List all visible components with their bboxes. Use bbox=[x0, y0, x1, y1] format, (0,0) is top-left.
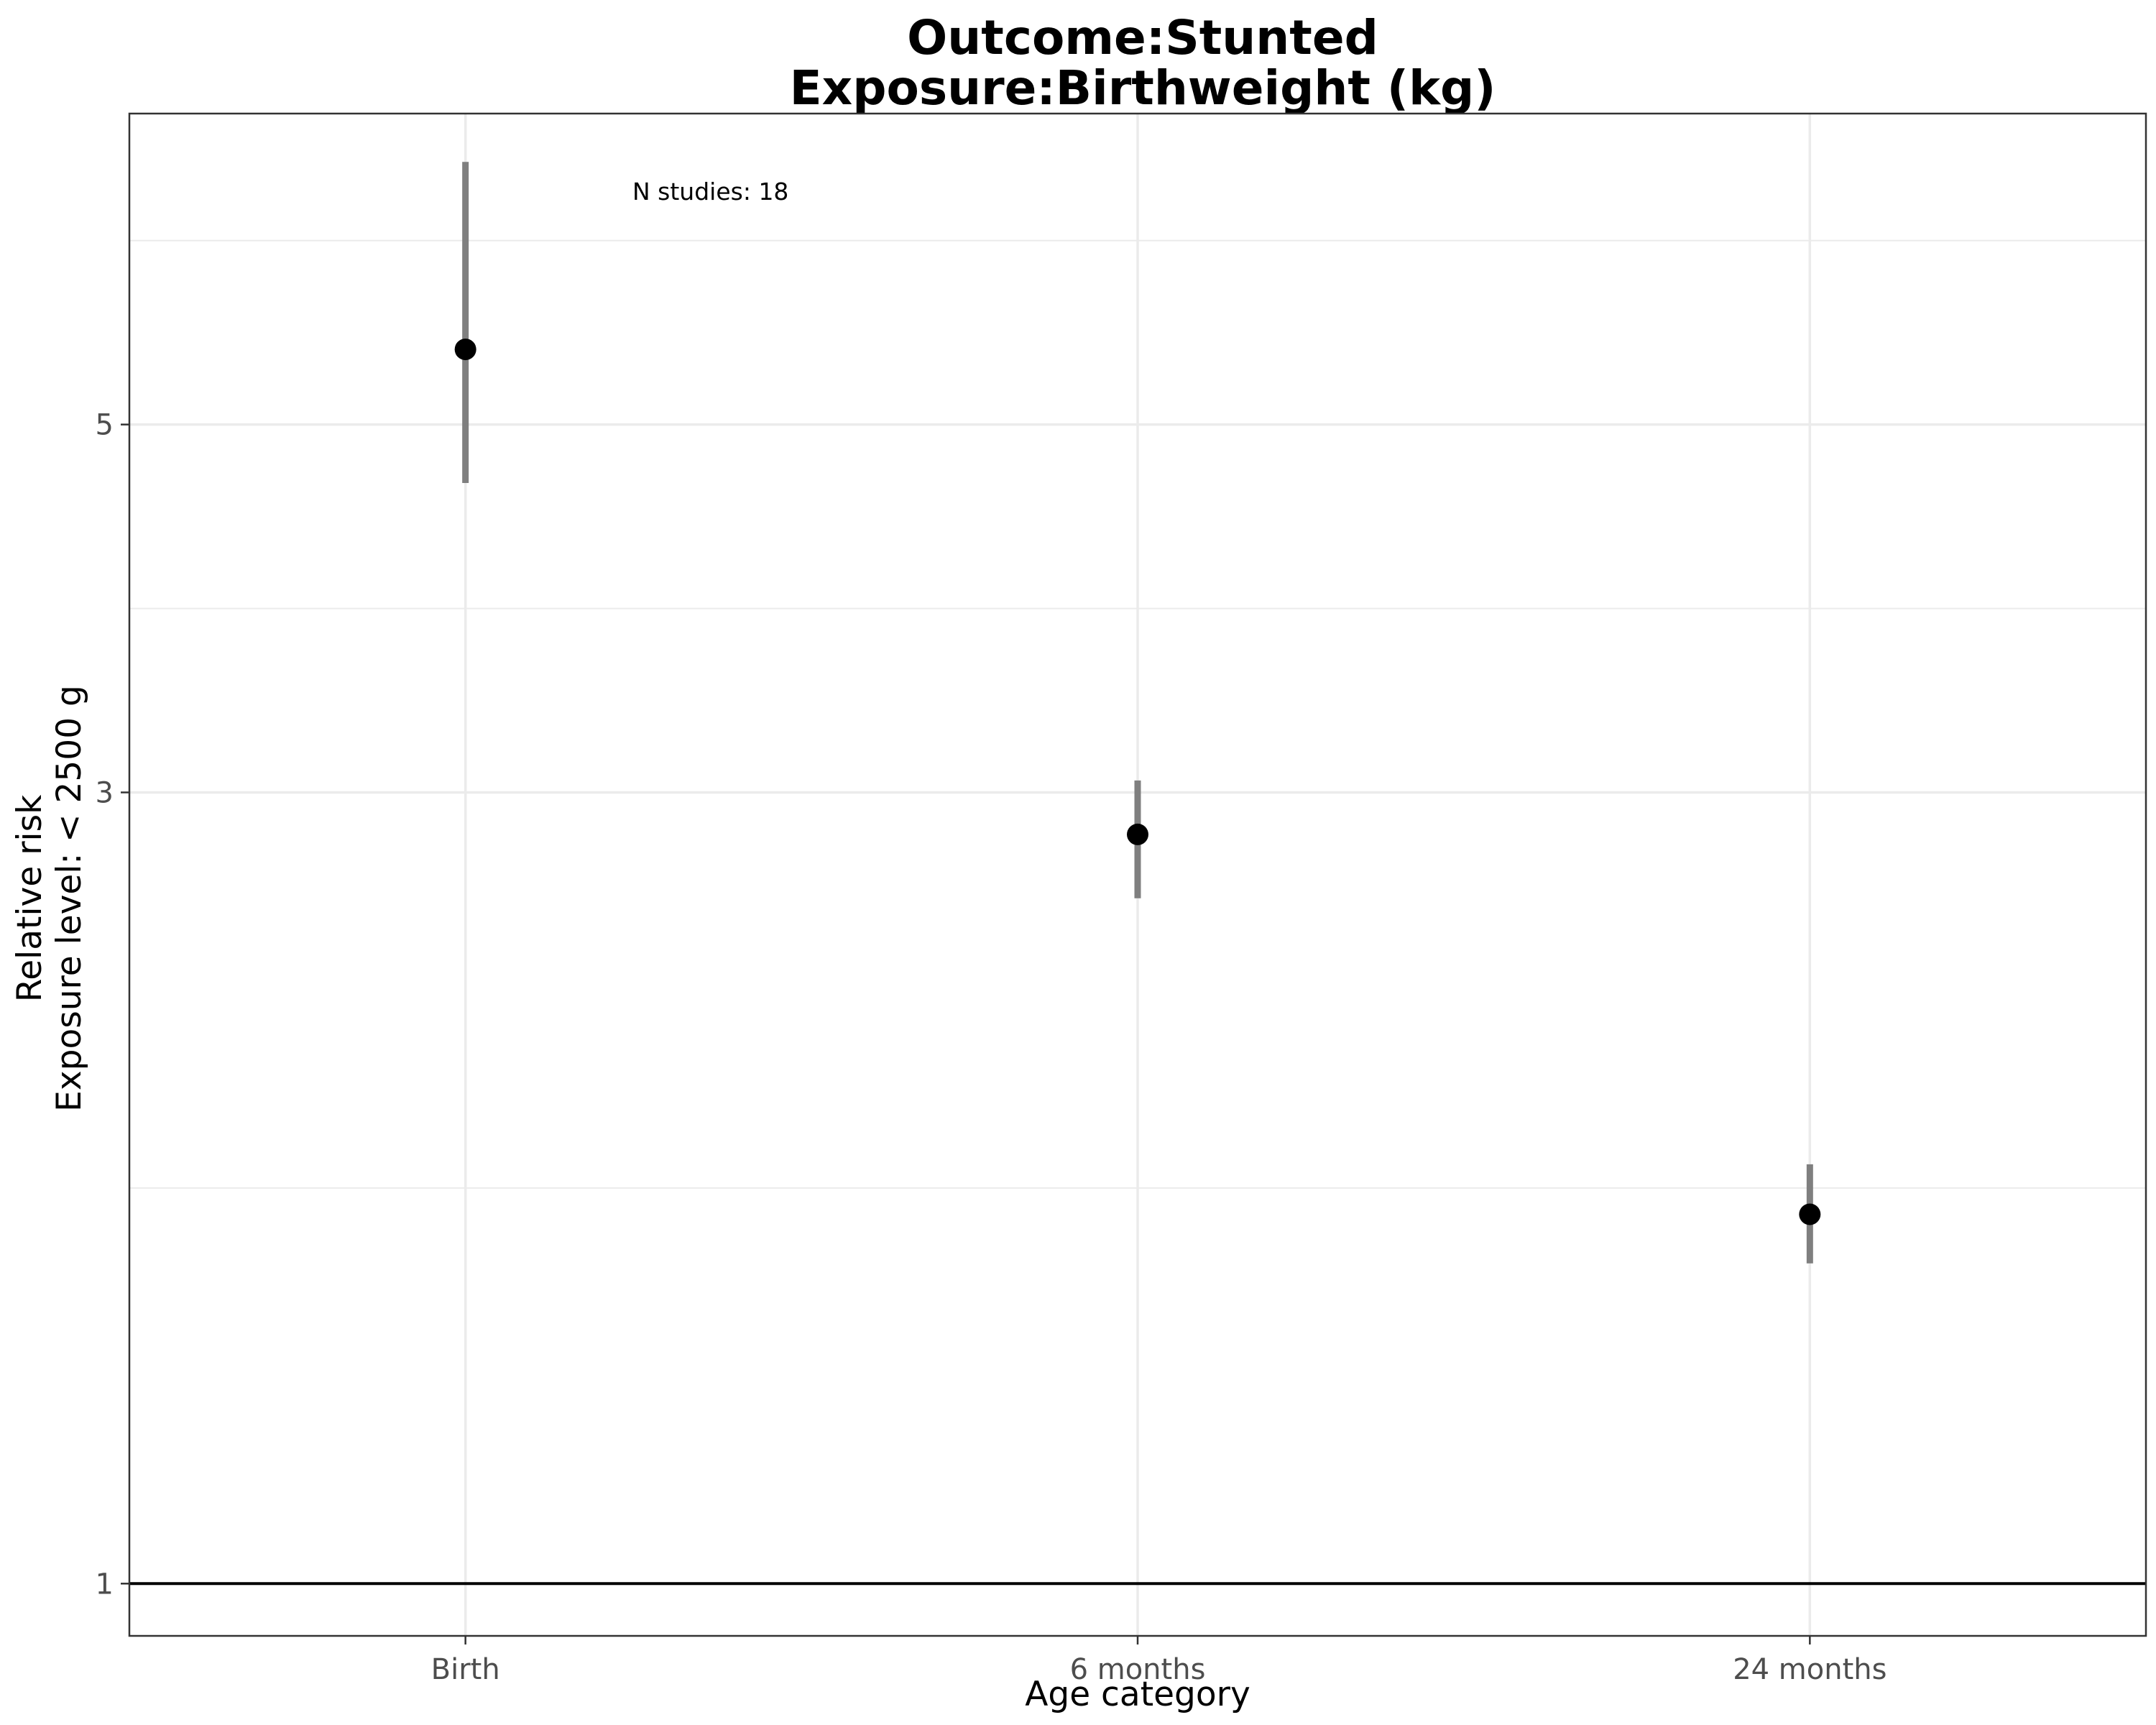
x-tick-label: 24 months bbox=[1733, 1653, 1886, 1686]
y-tick-label: 5 bbox=[96, 409, 114, 442]
data-point bbox=[1799, 1203, 1821, 1225]
y-axis-subtitle: Exposure level: < 2500 g bbox=[50, 685, 89, 1112]
x-tick-label: 6 months bbox=[1070, 1653, 1206, 1686]
x-tick-label: Birth bbox=[431, 1653, 500, 1686]
y-tick-label: 1 bbox=[96, 1568, 114, 1601]
plot-area: 1 3 5 Birth 6 months 24 months bbox=[96, 112, 2147, 1686]
y-axis-title: Relative risk bbox=[10, 794, 50, 1002]
n-studies-annotation: N studies: 18 bbox=[632, 178, 788, 206]
data-point bbox=[454, 339, 476, 361]
x-axis-title: Age category bbox=[1025, 1675, 1250, 1714]
chart-subtitle: Exposure:Birthweight (kg) bbox=[790, 60, 1496, 116]
chart-title: Outcome:Stunted bbox=[907, 10, 1378, 65]
data-point bbox=[1127, 823, 1148, 845]
y-tick-label: 3 bbox=[96, 776, 114, 809]
